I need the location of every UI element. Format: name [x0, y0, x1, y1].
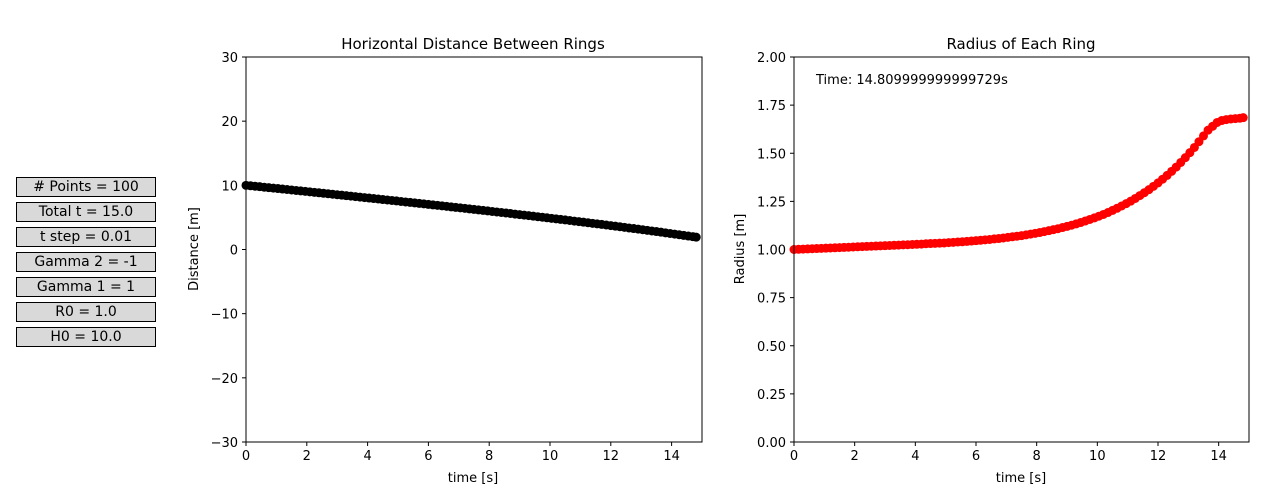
- radius-y-tick-label: 0.75: [757, 292, 786, 307]
- radius-y-tick-label: 0.25: [757, 388, 786, 403]
- distance-plot-frame: [245, 56, 703, 443]
- radius-y-tick-label: 1.75: [757, 99, 786, 114]
- radius-x-tick-label: 4: [911, 449, 919, 464]
- distance-y-tick-label: −30: [211, 436, 238, 451]
- distance-y-tick-label: −20: [211, 372, 238, 387]
- radius-y-tick-label: 2.00: [757, 51, 786, 66]
- distance-chart-title: Horizontal Distance Between Rings: [341, 35, 605, 53]
- radius-x-tick-label: 10: [1089, 449, 1106, 464]
- time-annotation: Time: 14.809999999999729s: [815, 73, 1008, 88]
- distance-x-tick-label: 8: [485, 449, 493, 464]
- radius-axis-ticks: 0 2 4 6 8 10 12 14 0.00 0.25 0.50 0.75 1.00 1.25 1.50 1…: [757, 51, 1227, 464]
- gamma-2-parameter-box[interactable]: Gamma 2 = -1: [16, 252, 156, 272]
- distance-x-tick-label: 2: [303, 449, 311, 464]
- distance-y-tick-label: 20: [221, 115, 238, 130]
- radius-y-tick-label: 0.00: [757, 436, 786, 451]
- radius-x-tick-label: 8: [1033, 449, 1041, 464]
- radius-x-tick-label: 14: [1210, 449, 1227, 464]
- radius-y-tick-label: 1.00: [757, 244, 786, 259]
- radius-x-tick-label: 12: [1150, 449, 1167, 464]
- distance-points: [241, 180, 701, 242]
- h0-parameter-box[interactable]: H0 = 10.0: [16, 327, 156, 347]
- r0-parameter-box[interactable]: R0 = 1.0: [16, 302, 156, 322]
- points-parameter-box[interactable]: # Points = 100: [16, 177, 156, 197]
- distance-x-tick-label: 12: [603, 449, 620, 464]
- radius-chart: Radius of Each Ring time [s] Radius [m] …: [733, 35, 1250, 486]
- time-step-parameter-box[interactable]: t step = 0.01: [16, 227, 156, 247]
- distance-y-tick-label: 30: [221, 51, 238, 66]
- distance-x-tick-label: 4: [363, 449, 371, 464]
- radius-points: [789, 113, 1248, 254]
- radius-x-tick-label: 0: [790, 449, 798, 464]
- distance-x-tick-label: 6: [424, 449, 432, 464]
- distance-y-tick-label: 10: [221, 179, 238, 194]
- radius-y-tick-label: 1.50: [757, 147, 786, 162]
- distance-y-axis-label: Distance [m]: [187, 207, 202, 291]
- radius-y-tick-label: 1.25: [757, 195, 786, 210]
- total-time-parameter-box[interactable]: Total t = 15.0: [16, 202, 156, 222]
- radius-chart-title: Radius of Each Ring: [946, 35, 1095, 53]
- radius-x-tick-label: 2: [851, 449, 859, 464]
- radius-plot-frame: [793, 56, 1250, 443]
- distance-data-point: [691, 232, 701, 242]
- distance-y-tick-label: −10: [211, 308, 238, 323]
- distance-chart: Horizontal Distance Between Rings time […: [187, 35, 703, 486]
- radius-x-axis-label: time [s]: [996, 471, 1046, 486]
- distance-x-tick-label: 14: [663, 449, 680, 464]
- radius-y-axis-label: Radius [m]: [733, 214, 748, 285]
- gamma-1-parameter-box[interactable]: Gamma 1 = 1: [16, 277, 156, 297]
- distance-x-tick-label: 0: [242, 449, 250, 464]
- distance-x-tick-label: 10: [542, 449, 559, 464]
- radius-x-tick-label: 6: [972, 449, 980, 464]
- radius-data-point: [1238, 113, 1248, 123]
- distance-axis-ticks: 0 2 4 6 8 10 12 14 −30 −20 −10 0 10 20 30: [211, 51, 680, 464]
- distance-y-tick-label: 0: [230, 244, 238, 259]
- radius-y-tick-label: 0.50: [757, 340, 786, 355]
- distance-x-axis-label: time [s]: [448, 471, 498, 486]
